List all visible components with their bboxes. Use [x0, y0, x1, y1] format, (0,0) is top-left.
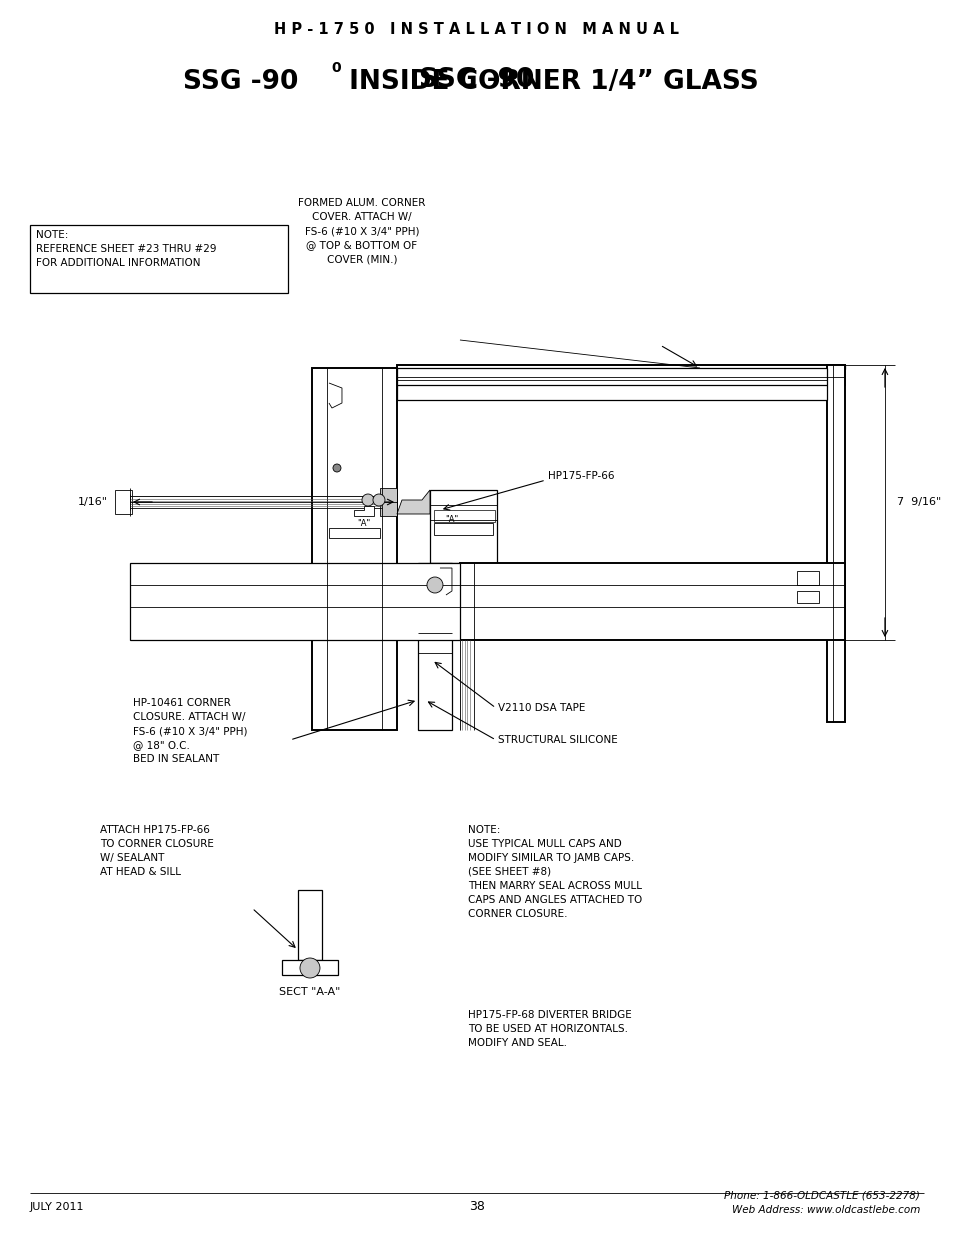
Text: "A": "A" — [445, 515, 458, 525]
Polygon shape — [396, 366, 844, 369]
Polygon shape — [130, 563, 459, 640]
Polygon shape — [459, 563, 844, 640]
Polygon shape — [329, 529, 379, 538]
Polygon shape — [297, 890, 321, 960]
Polygon shape — [329, 629, 374, 636]
Circle shape — [373, 494, 385, 506]
Text: HP175-FP-66: HP175-FP-66 — [547, 471, 614, 480]
Polygon shape — [796, 571, 818, 585]
Polygon shape — [396, 368, 826, 400]
Polygon shape — [826, 366, 844, 722]
Polygon shape — [417, 608, 452, 622]
Text: SSG -90: SSG -90 — [418, 67, 534, 93]
Circle shape — [361, 494, 374, 506]
Polygon shape — [396, 490, 430, 514]
Text: STRUCTURAL SILICONE: STRUCTURAL SILICONE — [497, 735, 617, 745]
Polygon shape — [282, 960, 337, 974]
Text: SSG -90: SSG -90 — [183, 69, 298, 95]
Text: V2110 DSA TAPE: V2110 DSA TAPE — [497, 703, 585, 713]
Text: "A": "A" — [357, 520, 370, 529]
Circle shape — [333, 464, 340, 472]
Polygon shape — [417, 563, 452, 730]
Text: Phone: 1-866-OLDCASTLE (653-2278)
Web Address: www.oldcastlebe.com: Phone: 1-866-OLDCASTLE (653-2278) Web Ad… — [723, 1191, 919, 1215]
Text: 38: 38 — [469, 1200, 484, 1214]
Polygon shape — [354, 506, 374, 516]
Text: H P - 1 7 5 0   I N S T A L L A T I O N   M A N U A L: H P - 1 7 5 0 I N S T A L L A T I O N M … — [274, 22, 679, 37]
Text: FORMED ALUM. CORNER
COVER. ATTACH W/
FS-6 (#10 X 3/4" PPH)
@ TOP & BOTTOM OF
COV: FORMED ALUM. CORNER COVER. ATTACH W/ FS-… — [298, 198, 425, 264]
Text: NOTE:
REFERENCE SHEET #23 THRU #29
FOR ADDITIONAL INFORMATION: NOTE: REFERENCE SHEET #23 THRU #29 FOR A… — [36, 230, 216, 268]
Text: ATTACH HP175-FP-66
TO CORNER CLOSURE
W/ SEALANT
AT HEAD & SILL: ATTACH HP175-FP-66 TO CORNER CLOSURE W/ … — [100, 825, 213, 877]
Text: JULY 2011: JULY 2011 — [30, 1202, 85, 1212]
Polygon shape — [115, 490, 132, 514]
Text: 1/16": 1/16" — [78, 496, 108, 508]
Polygon shape — [430, 490, 497, 563]
Polygon shape — [312, 368, 396, 730]
Text: 0: 0 — [331, 61, 340, 75]
Polygon shape — [30, 225, 288, 293]
Polygon shape — [434, 522, 493, 535]
Polygon shape — [396, 366, 844, 385]
Polygon shape — [379, 488, 396, 516]
Text: NOTE:
USE TYPICAL MULL CAPS AND
MODIFY SIMILAR TO JAMB CAPS.
(SEE SHEET #8)
THEN: NOTE: USE TYPICAL MULL CAPS AND MODIFY S… — [468, 825, 641, 919]
Circle shape — [299, 958, 319, 978]
Polygon shape — [796, 592, 818, 603]
Circle shape — [427, 577, 442, 593]
Text: SECT "A-A": SECT "A-A" — [279, 987, 340, 997]
Polygon shape — [434, 510, 495, 522]
Text: 7  9/16": 7 9/16" — [896, 496, 941, 508]
Text: INSIDE CORNER 1/4” GLASS: INSIDE CORNER 1/4” GLASS — [339, 69, 758, 95]
Text: HP175-FP-68 DIVERTER BRIDGE
TO BE USED AT HORIZONTALS.
MODIFY AND SEAL.: HP175-FP-68 DIVERTER BRIDGE TO BE USED A… — [468, 1010, 631, 1049]
Text: HP-10461 CORNER
CLOSURE. ATTACH W/
FS-6 (#10 X 3/4" PPH)
@ 18" O.C.
BED IN SEALA: HP-10461 CORNER CLOSURE. ATTACH W/ FS-6 … — [132, 698, 247, 764]
